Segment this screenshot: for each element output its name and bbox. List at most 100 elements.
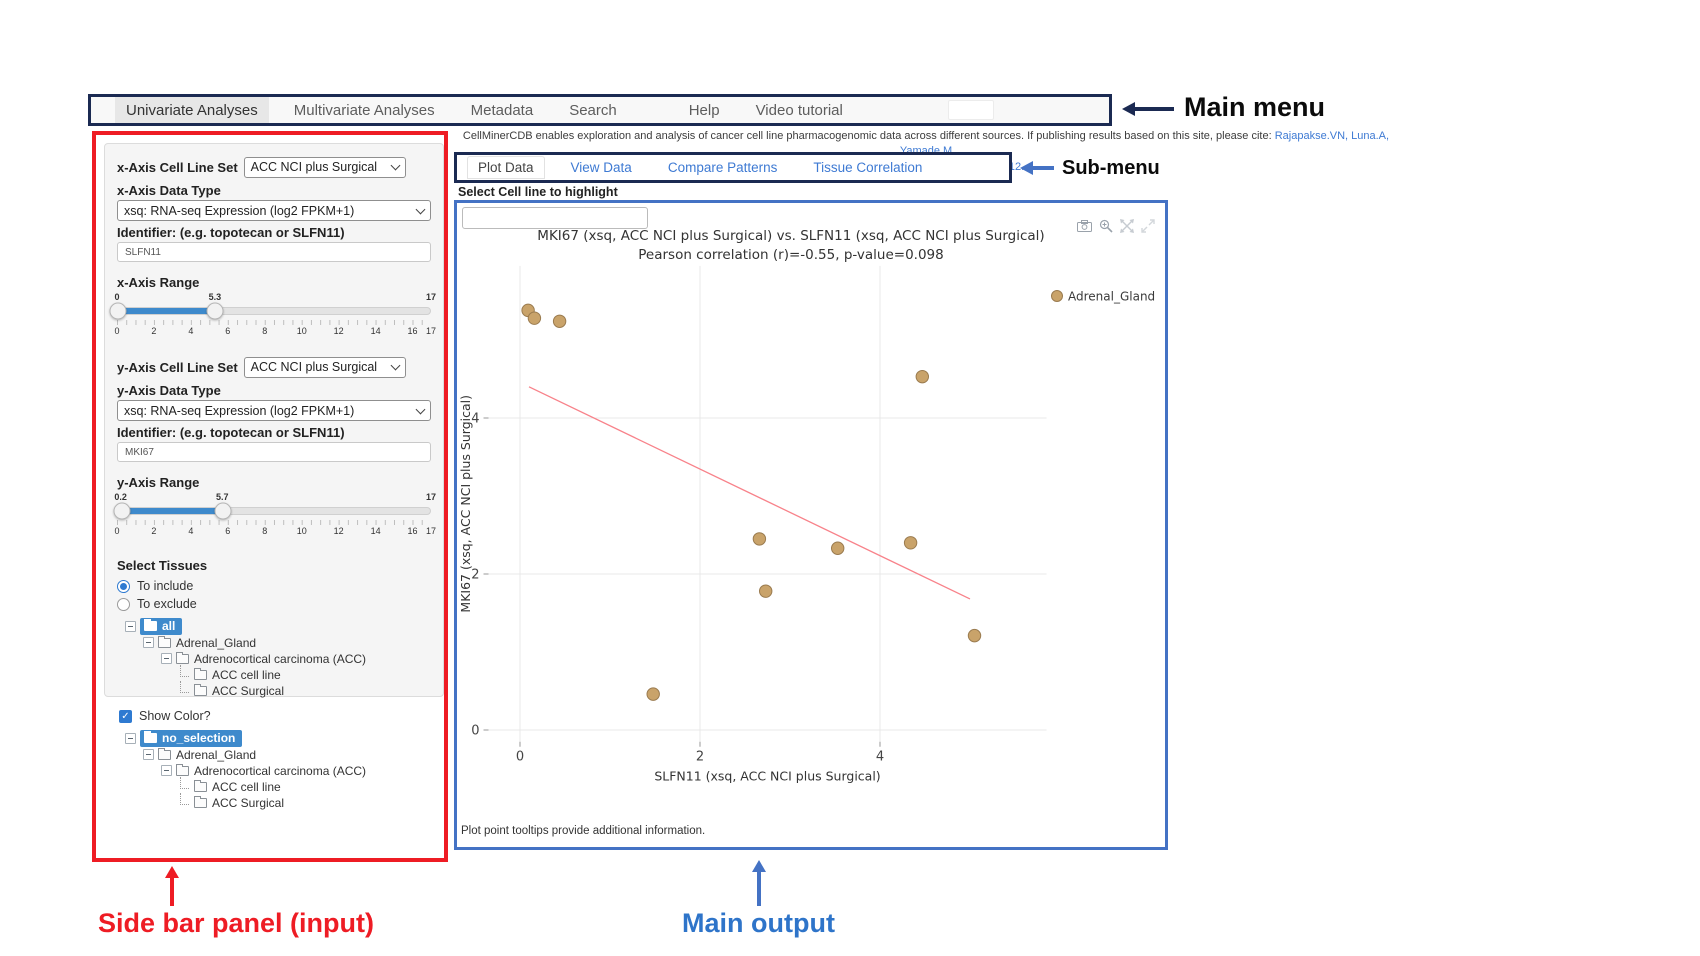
y-axis-range-slider[interactable]: 0.2 5.7 17 0 2 4 6 8 10 12 14 16 17 (113, 492, 436, 538)
slider-handle[interactable] (109, 302, 127, 320)
slider-tick-label: 17 (425, 526, 437, 536)
collapse-icon[interactable] (125, 621, 136, 632)
tree-node-adrenal-gland[interactable]: Adrenal_Gland (117, 635, 431, 650)
tissue-tree-include: all Adrenal_Gland Adrenocortical carcino… (117, 618, 431, 698)
menu-item-search[interactable]: Search (569, 101, 617, 119)
tree-connector (180, 665, 189, 677)
collapse-icon[interactable] (143, 637, 154, 648)
folder-icon (194, 667, 207, 680)
scatter-point[interactable] (903, 536, 918, 550)
folder-icon (176, 651, 189, 664)
tree-node-label: Adrenocortical carcinoma (ACC) (194, 763, 367, 778)
collapse-icon[interactable] (143, 749, 154, 760)
tree-node-adrenal-gland[interactable]: Adrenal_Gland (117, 747, 431, 762)
highlight-cell-line-label: Select Cell line to highlight (458, 185, 618, 199)
scatter-point[interactable] (646, 687, 660, 701)
folder-icon (194, 795, 207, 808)
y-tick-label: 4 (471, 412, 479, 427)
tree-node-no-selection[interactable]: no_selection (117, 730, 431, 747)
highlight-cell-line-input[interactable] (462, 207, 648, 229)
y-axis-cell-line-set-label: y-Axis Cell Line Set (117, 359, 238, 375)
y-axis-identifier-input[interactable] (117, 442, 431, 462)
y-axis-data-type-select[interactable]: xsq: RNA-seq Expression (log2 FPKM+1) (117, 400, 431, 421)
chevron-down-icon (415, 204, 426, 214)
scatter-point[interactable] (527, 311, 542, 325)
y-axis-cell-line-set-select[interactable]: ACC NCI plus Surgical (243, 356, 406, 378)
autoscale-icon[interactable] (1141, 219, 1155, 233)
tab-tissue-correlation[interactable]: Tissue Correlation (813, 160, 923, 175)
folder-icon (194, 779, 207, 792)
y-axis-data-type-label: y-Axis Data Type (117, 383, 221, 398)
main-menu-annotation-box: Univariate Analyses Multivariate Analyse… (88, 94, 1112, 126)
tissue-include-radio[interactable]: To include (117, 577, 431, 595)
scatter-point[interactable] (759, 584, 773, 598)
slider-handle[interactable] (214, 502, 232, 520)
tree-node-acc-surgical[interactable]: ACC Surgical (117, 681, 431, 698)
y-tick-label: 0 (471, 724, 479, 739)
scatter-point[interactable] (967, 628, 982, 643)
tree-node-acc-cell-line[interactable]: ACC cell line (117, 665, 431, 682)
tissue-exclude-radio[interactable]: To exclude (117, 595, 431, 613)
menu-item-help[interactable]: Help (688, 101, 720, 119)
slider-tick-label: 10 (296, 526, 307, 536)
tree-node-label: ACC cell line (212, 667, 281, 682)
x-axis-identifier-input[interactable] (117, 242, 431, 262)
tree-node-all[interactable]: all (117, 618, 431, 635)
slider-value-label: 5.7 (216, 492, 229, 502)
exclude-radio-label: To exclude (137, 597, 197, 611)
y-axis-title: MKI67 (xsq, ACC NCI plus Surgical) (458, 395, 473, 613)
legend-label[interactable]: Adrenal_Gland (1068, 290, 1155, 304)
slider-tick-label: 17 (425, 326, 437, 336)
scatter-point[interactable] (831, 541, 845, 555)
tree-connector (180, 681, 189, 693)
menu-item-univariate-analyses[interactable]: Univariate Analyses (115, 97, 269, 123)
regression-line (528, 386, 971, 600)
menu-search-box[interactable] (948, 100, 994, 120)
x-axis-data-type-select[interactable]: xsq: RNA-seq Expression (log2 FPKM+1) (117, 200, 431, 221)
x-axis-cell-line-set-label: x-Axis Cell Line Set (117, 159, 238, 175)
camera-icon[interactable] (1077, 220, 1092, 232)
tree-node-acc-surgical[interactable]: ACC Surgical (117, 793, 431, 810)
slider-tick-label: 8 (262, 526, 268, 536)
pan-icon[interactable] (1120, 219, 1134, 233)
scatter-point[interactable] (915, 369, 929, 384)
scatter-plot[interactable]: 0 2 4 0 2 4 SLFN11 (xsq, ACC NCI plus Surgical… (457, 258, 1165, 818)
tree-node-acc[interactable]: Adrenocortical carcinoma (ACC) (117, 651, 431, 666)
show-color-checkbox[interactable]: ✓ Show Color? (117, 707, 431, 725)
folder-icon (194, 683, 207, 696)
show-color-label: Show Color? (139, 709, 211, 723)
plotly-modebar (1077, 219, 1155, 233)
main-menu-annotation-label: Main menu (1184, 92, 1326, 122)
x-axis-range-slider[interactable]: 0 5.3 17 0 2 4 6 8 10 12 14 16 17 (109, 292, 436, 338)
folder-icon (158, 635, 171, 648)
collapse-icon[interactable] (161, 765, 172, 776)
scatter-point[interactable] (552, 314, 567, 328)
tree-node-acc[interactable]: Adrenocortical carcinoma (ACC) (117, 763, 431, 778)
tab-compare-patterns[interactable]: Compare Patterns (667, 160, 778, 175)
collapse-icon[interactable] (161, 653, 172, 664)
menu-item-metadata[interactable]: Metadata (470, 101, 534, 119)
y-axis-range-label: y-Axis Range (117, 475, 200, 490)
chart-subtitle: Pearson correlation (r)=-0.55, p-value=0… (638, 247, 944, 263)
folder-icon (176, 763, 189, 776)
tree-connector (180, 793, 189, 805)
slider-handle[interactable] (206, 302, 224, 320)
tab-plot-data[interactable]: Plot Data (467, 156, 545, 179)
tree-node-acc-cell-line[interactable]: ACC cell line (117, 777, 431, 794)
x-axis-range-label: x-Axis Range (117, 275, 200, 290)
collapse-icon[interactable] (125, 733, 136, 744)
tab-view-data[interactable]: View Data (570, 160, 632, 175)
x-axis-cell-line-set-select[interactable]: ACC NCI plus Surgical (243, 156, 406, 178)
slider-tick-label: 14 (370, 326, 381, 336)
menu-item-multivariate-analyses[interactable]: Multivariate Analyses (293, 101, 435, 119)
menu-item-video-tutorial[interactable]: Video tutorial (755, 101, 843, 119)
zoom-in-icon[interactable] (1099, 219, 1113, 233)
tree-node-label: all (162, 619, 176, 633)
y-axis-data-type-value: xsq: RNA-seq Expression (log2 FPKM+1) (124, 403, 355, 418)
tree-node-label: ACC Surgical (212, 795, 285, 810)
y-axis-identifier-label: Identifier: (e.g. topotecan or SLFN11) (117, 425, 345, 440)
slider-handle[interactable] (113, 502, 131, 520)
scatter-point[interactable] (752, 532, 767, 546)
radio-unselected-icon (117, 597, 130, 611)
